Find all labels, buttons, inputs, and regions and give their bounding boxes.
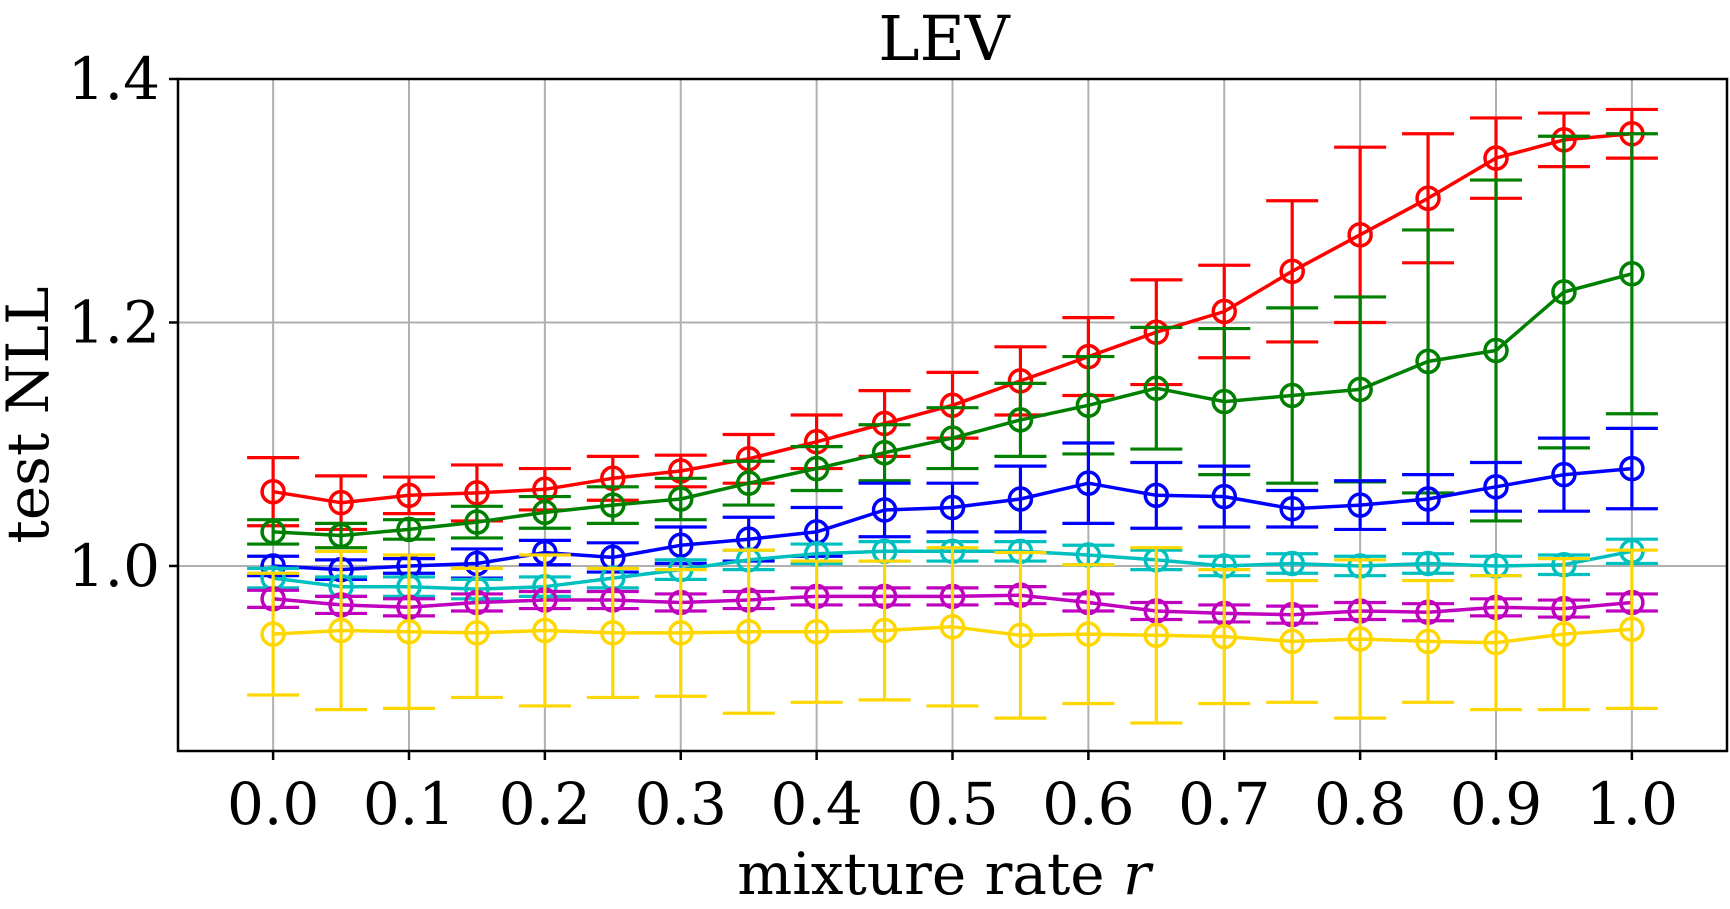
- data-point-gold: [1347, 626, 1373, 652]
- data-point-gold: [1483, 629, 1509, 656]
- x-axis-title: mixture rate r: [737, 840, 1154, 908]
- data-point-gold: [1143, 622, 1170, 649]
- data-point-blue: [1075, 470, 1102, 496]
- data-point-gold: [1211, 623, 1238, 650]
- data-point-blue: [667, 532, 694, 559]
- data-point-gold: [939, 614, 966, 640]
- data-point-green: [1007, 407, 1034, 433]
- data-point-blue: [1143, 482, 1170, 509]
- x-tick-label: 0.1: [363, 770, 455, 838]
- data-point-red: [1415, 185, 1441, 212]
- x-tick-label: 0.8: [1314, 770, 1406, 838]
- x-axis-variable: r: [1123, 840, 1154, 908]
- series-line-blue: [273, 466, 1633, 572]
- x-axis: 0.0 0.1 0.2 0.3 0.4 0.5 0.6 0.7 0.8 0.9 1.0: [227, 751, 1678, 838]
- data-point-green: [328, 522, 354, 549]
- data-point-blue: [1347, 492, 1373, 518]
- series-line-red: [272, 132, 1633, 505]
- data-point-green: [1415, 348, 1441, 375]
- data-point-gold: [667, 620, 694, 646]
- data-point-green: [939, 425, 966, 451]
- series-layer: [247, 107, 1658, 725]
- x-tick-label: 0.6: [1042, 770, 1134, 838]
- data-point-gold: [1075, 621, 1102, 647]
- x-tick-label: 0.2: [499, 770, 591, 838]
- data-point-gold: [1415, 628, 1441, 655]
- x-tick-label: 0.0: [227, 770, 319, 838]
- data-point-green: [803, 455, 830, 482]
- data-point-red: [1211, 298, 1238, 325]
- series-line-green: [273, 272, 1633, 538]
- data-point-blue: [939, 494, 966, 521]
- data-point-gold: [328, 617, 354, 644]
- data-point-gold: [1619, 616, 1645, 643]
- data-point-red: [396, 482, 422, 509]
- data-point-blue: [1619, 455, 1645, 482]
- data-point-gold: [532, 617, 558, 644]
- data-point-green: [667, 486, 694, 512]
- data-point-red: [260, 478, 286, 505]
- x-tick-label: 0.4: [770, 770, 862, 838]
- data-point-green: [1075, 392, 1102, 419]
- data-point-green: [1211, 388, 1238, 415]
- data-point-cyan: [1415, 550, 1441, 577]
- data-point-gold: [1551, 621, 1577, 647]
- data-point-red: [1483, 145, 1509, 171]
- chart-title: LEV: [878, 2, 1010, 75]
- data-point-blue: [1279, 495, 1305, 522]
- data-point-gold: [396, 618, 422, 645]
- x-tick-label: 0.7: [1178, 770, 1270, 838]
- data-point-green: [260, 519, 286, 545]
- data-point-green: [871, 439, 898, 466]
- data-point-gold: [803, 618, 830, 645]
- data-point-green: [532, 499, 558, 526]
- y-tick-label: 1.2: [68, 288, 160, 356]
- data-point-blue: [1483, 474, 1509, 500]
- data-point-red: [1347, 222, 1373, 248]
- y-tick-label: 1.4: [68, 45, 160, 113]
- data-point-green: [396, 516, 422, 543]
- series-green: [247, 132, 1658, 550]
- y-axis: 1.0 1.2 1.4: [68, 45, 178, 600]
- x-tick-label: 0.5: [906, 770, 998, 838]
- data-point-red: [328, 489, 354, 516]
- data-point-blue: [871, 497, 898, 523]
- data-point-gold: [735, 618, 762, 645]
- data-point-blue: [1415, 486, 1441, 512]
- data-point-gold: [1007, 622, 1034, 649]
- x-tick-label: 0.9: [1450, 770, 1542, 838]
- x-axis-label: mixture rate: [737, 840, 1104, 908]
- data-point-gold: [464, 620, 490, 646]
- data-point-blue: [1007, 486, 1034, 512]
- data-point-green: [1551, 279, 1577, 305]
- data-point-blue: [1211, 483, 1238, 510]
- data-point-green: [1279, 382, 1305, 409]
- x-tick-label: 0.3: [635, 770, 727, 838]
- data-point-red: [1279, 258, 1305, 285]
- data-point-green: [735, 470, 762, 496]
- data-point-cyan: [1279, 550, 1305, 577]
- data-point-green: [1143, 375, 1170, 401]
- data-point-red: [464, 480, 490, 506]
- data-point-gold: [260, 621, 286, 647]
- data-point-green: [464, 509, 490, 535]
- data-point-gold: [1279, 628, 1305, 655]
- series-line-gold: [273, 625, 1633, 645]
- data-point-green: [1347, 376, 1373, 403]
- data-point-green: [1619, 261, 1645, 287]
- y-tick-label: 1.0: [68, 532, 160, 600]
- data-point-green: [600, 492, 626, 518]
- data-point-gold: [600, 620, 626, 646]
- series-gold: [247, 546, 1658, 725]
- data-point-green: [1483, 337, 1509, 364]
- data-point-blue: [1551, 461, 1577, 488]
- data-point-gold: [871, 617, 898, 644]
- y-axis-title: test NLL: [0, 287, 62, 544]
- x-tick-label: 1.0: [1586, 770, 1678, 838]
